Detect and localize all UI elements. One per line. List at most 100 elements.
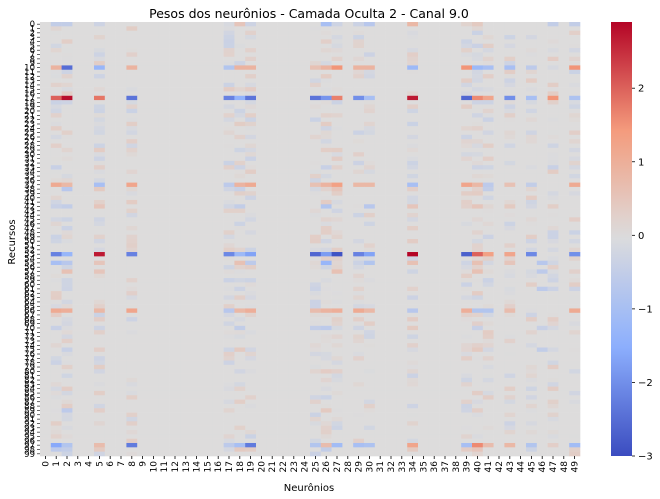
- heatmap-cell: [461, 369, 473, 374]
- heatmap-cell: [558, 30, 570, 36]
- heatmap-cell: [331, 451, 343, 457]
- heatmap-cell: [234, 399, 246, 405]
- heatmap-cell: [288, 100, 300, 105]
- heatmap-cell: [158, 182, 170, 188]
- heatmap-cell: [212, 43, 224, 49]
- heatmap-cell: [439, 156, 451, 162]
- heatmap-cell: [245, 230, 257, 235]
- heatmap-cell: [353, 269, 365, 275]
- heatmap-cell: [50, 134, 62, 140]
- heatmap-cell: [569, 186, 581, 192]
- heatmap-cell: [320, 182, 332, 188]
- heatmap-cell: [310, 56, 322, 62]
- heatmap-cell: [148, 364, 160, 370]
- heatmap-cell: [418, 421, 430, 426]
- heatmap-cell: [137, 100, 149, 105]
- heatmap-cell: [353, 100, 365, 105]
- heatmap-cell: [245, 78, 257, 84]
- heatmap-cell: [493, 330, 505, 335]
- heatmap-cell: [137, 43, 149, 49]
- heatmap-cell: [569, 82, 581, 88]
- heatmap-cell: [515, 165, 527, 170]
- heatmap-cell: [450, 165, 462, 170]
- heatmap-cell: [526, 160, 538, 166]
- heatmap-cell: [212, 278, 224, 283]
- heatmap-cell: [493, 113, 505, 118]
- heatmap-cell: [374, 382, 386, 387]
- heatmap-cell: [94, 299, 106, 305]
- heatmap-cell: [310, 434, 322, 439]
- heatmap-cell: [461, 117, 473, 123]
- heatmap-cell: [482, 178, 494, 183]
- heatmap-cell: [288, 35, 300, 40]
- heatmap-cell: [223, 82, 235, 88]
- heatmap-cell: [212, 91, 224, 97]
- heatmap-cell: [245, 100, 257, 105]
- heatmap-cell: [104, 30, 116, 36]
- heatmap-cell: [158, 317, 170, 322]
- heatmap-cell: [396, 286, 408, 292]
- heatmap-cell: [385, 434, 397, 439]
- heatmap-cell: [374, 278, 386, 283]
- heatmap-cell: [515, 373, 527, 379]
- heatmap-cell: [223, 22, 235, 27]
- heatmap-cell: [234, 108, 246, 114]
- heatmap-cell: [320, 186, 332, 192]
- heatmap-cell: [331, 252, 343, 257]
- heatmap-cell: [115, 317, 127, 322]
- heatmap-cell: [310, 61, 322, 66]
- heatmap-cell: [407, 35, 419, 40]
- heatmap-cell: [299, 278, 311, 283]
- heatmap-cell: [310, 69, 322, 75]
- heatmap-cell: [288, 182, 300, 188]
- heatmap-cell: [461, 152, 473, 157]
- heatmap-cell: [515, 61, 527, 66]
- heatmap-cell: [547, 395, 559, 400]
- heatmap-cell: [310, 143, 322, 149]
- heatmap-cell: [83, 299, 95, 305]
- heatmap-cell: [288, 22, 300, 27]
- heatmap-cell: [94, 139, 106, 144]
- heatmap-cell: [547, 169, 559, 175]
- heatmap-cell: [245, 360, 257, 366]
- heatmap-cell: [223, 143, 235, 149]
- heatmap-cell: [547, 225, 559, 231]
- heatmap-cell: [364, 48, 376, 53]
- heatmap-cell: [515, 173, 527, 179]
- heatmap-cell: [493, 35, 505, 40]
- heatmap-cell: [83, 273, 95, 279]
- heatmap-cell: [277, 434, 289, 439]
- heatmap-cell: [439, 273, 451, 279]
- heatmap-cell: [331, 408, 343, 413]
- heatmap-cell: [461, 260, 473, 266]
- heatmap-cell: [407, 252, 419, 257]
- heatmap-cell: [364, 442, 376, 448]
- heatmap-cell: [504, 399, 516, 405]
- heatmap-cell: [104, 191, 116, 196]
- heatmap-cell: [418, 30, 430, 36]
- heatmap-cell: [158, 395, 170, 400]
- heatmap-cell: [331, 139, 343, 144]
- heatmap-cell: [396, 308, 408, 314]
- heatmap-cell: [310, 186, 322, 192]
- heatmap-cell: [374, 139, 386, 144]
- heatmap-cell: [83, 308, 95, 314]
- heatmap-cell: [40, 152, 52, 157]
- heatmap-cell: [482, 121, 494, 127]
- heatmap-cell: [547, 35, 559, 40]
- heatmap-cell: [72, 325, 84, 331]
- heatmap-cell: [439, 434, 451, 439]
- heatmap-cell: [212, 412, 224, 418]
- heatmap-cell: [277, 321, 289, 327]
- heatmap-cell: [547, 126, 559, 131]
- heatmap-cell: [320, 65, 332, 71]
- heatmap-cell: [126, 212, 138, 218]
- heatmap-cell: [158, 191, 170, 196]
- heatmap-cell: [547, 382, 559, 387]
- heatmap-cell: [396, 304, 408, 309]
- heatmap-cell: [331, 260, 343, 266]
- heatmap-cell: [439, 152, 451, 157]
- heatmap-cell: [180, 330, 192, 335]
- heatmap-cell: [331, 434, 343, 439]
- heatmap-cell: [374, 403, 386, 409]
